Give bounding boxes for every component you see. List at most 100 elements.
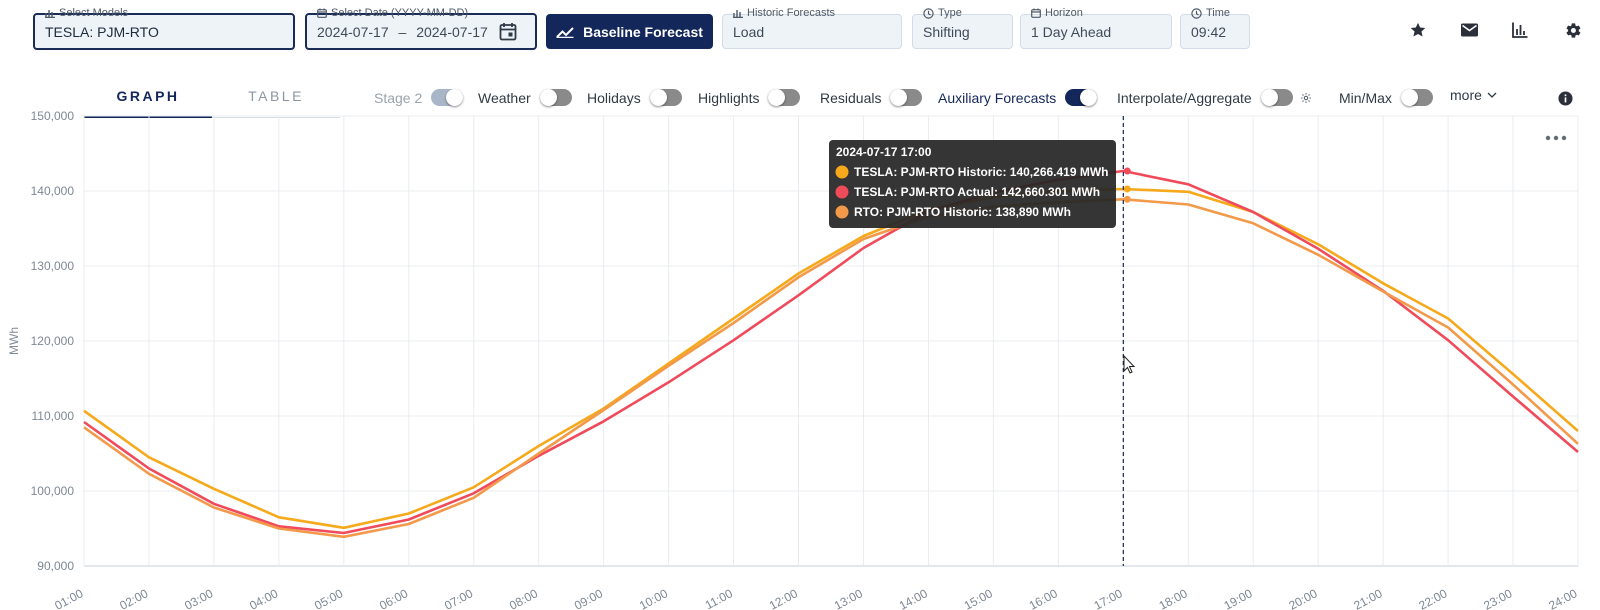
more-label: more: [1450, 87, 1482, 103]
x-tick-label: 20:00: [1286, 586, 1319, 610]
date-start[interactable]: 2024-07-17: [317, 24, 389, 40]
series-line-1[interactable]: [83, 187, 1579, 530]
baseline-forecast-button[interactable]: Baseline Forecast: [546, 14, 713, 49]
star-icon[interactable]: [1406, 18, 1430, 42]
x-tick-label: 23:00: [1481, 586, 1514, 610]
x-tick-label: 06:00: [377, 586, 410, 610]
toggle-weather-switch[interactable]: [539, 89, 572, 106]
bar-chart-small-icon: [45, 9, 55, 18]
mouse-cursor-icon: [1123, 354, 1136, 374]
x-tick-label: 11:00: [703, 586, 736, 610]
time-label: Time: [1189, 7, 1235, 19]
y-tick-label: 120,000: [31, 334, 75, 348]
x-tick-label: 19:00: [1222, 586, 1255, 610]
toggle-holidays-switch[interactable]: [649, 89, 682, 106]
trending-up-icon: [556, 26, 574, 38]
toggle-interpolate-aggregate: Interpolate/Aggregate: [1117, 89, 1312, 106]
mail-icon[interactable]: [1457, 18, 1481, 42]
series: [83, 169, 1579, 539]
series-line-3[interactable]: [83, 198, 1579, 539]
tooltip-row-1: TESLA: PJM-RTO Historic: 140,266.419 MWh: [854, 165, 1109, 179]
x-tick-label: 14:00: [897, 586, 930, 610]
select-date-label: Select Date (YYYY-MM-DD): [315, 7, 473, 19]
x-tick-label: 10:00: [637, 586, 670, 610]
more-menu[interactable]: more: [1450, 87, 1497, 103]
toggle-highlights-switch[interactable]: [768, 89, 801, 106]
crosshair-point-2: [1123, 167, 1131, 175]
horizon-value: 1 Day Ahead: [1031, 24, 1112, 40]
toggle-auxiliary-forecasts: Auxiliary Forecasts: [938, 89, 1098, 106]
x-tick-label: 22:00: [1416, 586, 1449, 610]
toggle-auxiliary-forecasts-switch[interactable]: [1065, 89, 1098, 106]
toggle-interpolate-aggregate-label: Interpolate/Aggregate: [1117, 89, 1252, 106]
gear-icon[interactable]: [1561, 18, 1585, 42]
x-tick-label: 03:00: [182, 586, 215, 610]
toggle-weather-label: Weather: [478, 89, 531, 106]
type-field[interactable]: Type Shifting: [912, 7, 1013, 49]
horizon-field[interactable]: Horizon 1 Day Ahead: [1020, 7, 1172, 49]
bar-chart-small-icon: [733, 9, 743, 18]
date-range: 2024-07-17 – 2024-07-17: [317, 24, 488, 40]
x-tick-label: 08:00: [507, 586, 540, 610]
toggle-stage2: Stage 2: [374, 89, 464, 106]
axes: 90,000 100,000 110,000 120,000 130,000 140,00…: [7, 109, 1580, 610]
tab-graph[interactable]: GRAPH: [84, 88, 212, 118]
toggle-weather: Weather: [478, 89, 572, 106]
x-tick-label: 04:00: [247, 586, 280, 610]
crosshair: [1122, 116, 1131, 566]
toggle-residuals-switch[interactable]: [890, 89, 923, 106]
select-models-value: TESLA: PJM-RTO: [45, 24, 159, 40]
x-tick-label: 13:00: [832, 586, 865, 610]
time-value: 09:42: [1191, 24, 1227, 40]
type-label: Type: [921, 7, 966, 19]
select-date-label-text: Select Date (YYYY-MM-DD): [331, 7, 469, 19]
select-models-field[interactable]: Select Models TESLA: PJM-RTO: [33, 7, 295, 50]
settings-small-icon[interactable]: [1300, 92, 1312, 104]
historic-forecasts-field[interactable]: Historic Forecasts Load: [722, 7, 902, 49]
type-label-text: Type: [938, 7, 962, 19]
x-tick-label: 05:00: [312, 586, 345, 610]
tooltip-swatch-2: [835, 185, 849, 199]
bar-chart-icon[interactable]: [1508, 18, 1532, 42]
x-tick-label: 07:00: [442, 586, 475, 610]
horizon-label-text: Horizon: [1045, 7, 1083, 19]
crosshair-point-3: [1123, 195, 1131, 203]
tooltip-swatch-3: [835, 205, 849, 219]
toggle-holidays-label: Holidays: [587, 89, 641, 106]
date-end[interactable]: 2024-07-17: [416, 24, 488, 40]
x-tick-label: 21:00: [1351, 586, 1384, 610]
forecast-line-chart[interactable]: 90,000 100,000 110,000 120,000 130,000 140,00…: [0, 108, 1600, 610]
x-tick-label: 15:00: [962, 586, 995, 610]
tooltip: 2024-07-17 17:00 TESLA: PJM-RTO Historic:…: [829, 140, 1116, 228]
calendar-small-icon: [317, 8, 327, 18]
tab-table[interactable]: TABLE: [212, 88, 340, 118]
grid: [83, 115, 1579, 567]
toggle-stage2-switch[interactable]: [431, 89, 464, 106]
historic-forecasts-label: Historic Forecasts: [731, 7, 840, 19]
chart-menu-icon[interactable]: [1545, 135, 1567, 141]
toggle-min-max-label: Min/Max: [1339, 89, 1392, 106]
chevron-down-icon: [1487, 92, 1497, 98]
x-tick-label: 24:00: [1546, 586, 1579, 610]
horizon-label: Horizon: [1029, 7, 1087, 19]
info-icon[interactable]: [1558, 91, 1573, 106]
y-tick-label: 110,000: [32, 409, 75, 423]
x-tick-label: 01:00: [52, 586, 85, 610]
y-tick-label: 130,000: [31, 259, 75, 273]
y-tick-label: 150,000: [31, 109, 75, 123]
series-line-2[interactable]: [83, 169, 1579, 535]
time-field[interactable]: Time 09:42: [1180, 7, 1250, 49]
toggle-min-max: Min/Max: [1339, 89, 1433, 106]
x-tick-label: 18:00: [1157, 586, 1190, 610]
toggle-auxiliary-forecasts-label: Auxiliary Forecasts: [938, 89, 1057, 106]
date-separator: –: [398, 24, 407, 40]
toggle-stage2-label: Stage 2: [374, 89, 423, 106]
toggle-interpolate-aggregate-switch[interactable]: [1260, 89, 1293, 106]
x-tick-label: 17:00: [1092, 586, 1125, 610]
toggle-min-max-switch[interactable]: [1400, 89, 1433, 106]
calendar-small-icon: [1031, 8, 1041, 18]
select-date-field[interactable]: Select Date (YYYY-MM-DD) 2024-07-17 – 20…: [305, 7, 537, 50]
calendar-icon[interactable]: [499, 22, 517, 41]
tooltip-title: 2024-07-17 17:00: [836, 145, 932, 159]
y-tick-label: 140,000: [31, 184, 75, 198]
